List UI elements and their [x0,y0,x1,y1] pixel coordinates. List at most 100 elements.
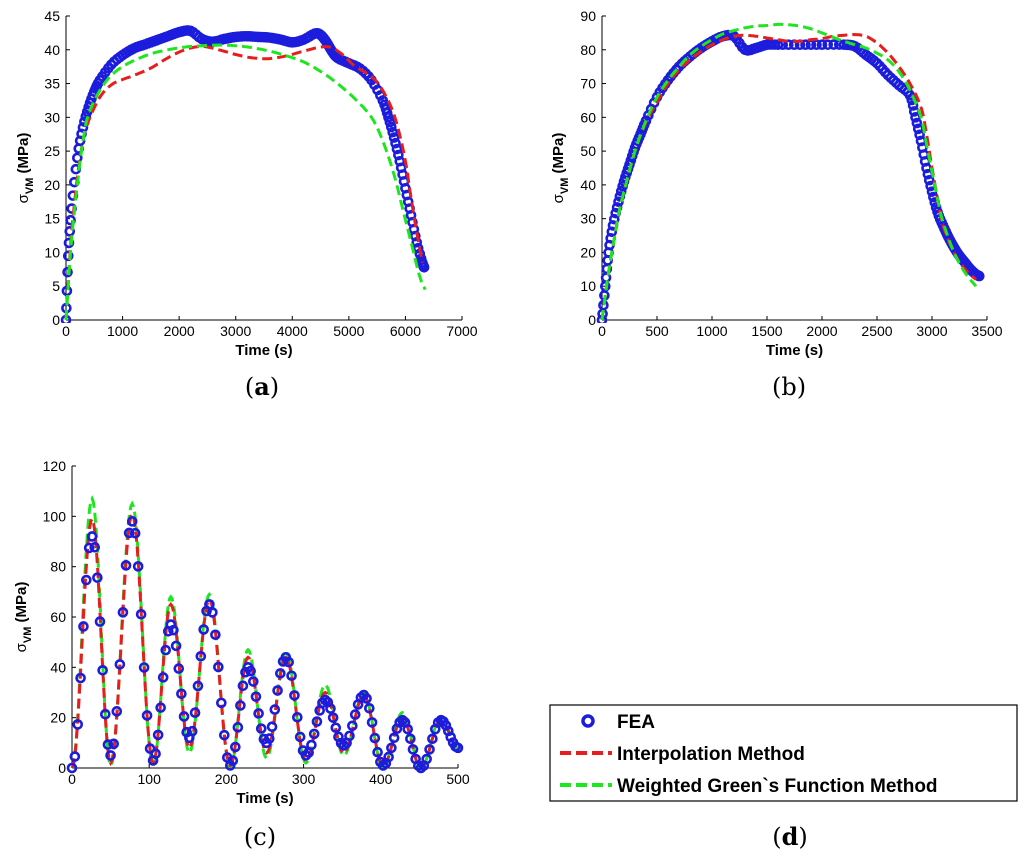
fea-point [383,751,394,763]
caption-a: (a) [245,372,279,401]
fea-point [111,706,123,717]
fea-point [386,742,397,754]
fea-point [385,121,397,133]
x-tick-label: 500 [446,771,470,787]
fea-point [72,152,83,164]
fea-point [327,712,339,723]
fea-point [83,542,95,554]
fea-point [372,746,383,758]
fea-point [366,717,378,728]
fea-point [227,755,239,766]
chart-a: 0 1000 2000 3000 4000 5000 6000 7000 0 5 10 15 20 25 3… [15,8,478,359]
series-fea [60,25,430,323]
fea-point [608,213,620,225]
fea-point [292,711,303,723]
fea-point [907,100,919,111]
x-axis-label: Time (s) [766,342,823,359]
fea-point [150,748,161,760]
fea-point [387,126,399,138]
y-tick-label: 20 [44,177,60,193]
fea-point [97,665,108,676]
series-fea [66,516,464,774]
fea-point [606,226,618,238]
fea-point [152,729,164,741]
legend-green-label: Weighted Green`s Function Method [617,776,938,797]
x-tick-label: 3000 [220,323,251,339]
fea-point [289,690,300,701]
fea-point [266,721,278,733]
fea-point [89,542,101,553]
fea-point [81,574,92,586]
fea-point [405,733,416,745]
fea-point [275,668,286,679]
fea-point [77,122,89,133]
fea-point [123,527,135,539]
fea-point [325,703,336,714]
fea-point [189,707,201,718]
y-tick-label: 100 [43,508,67,524]
fea-point [347,720,358,732]
y-tick-label: 40 [580,177,596,193]
y-tick-label: 10 [44,244,60,260]
fea-point [219,729,230,741]
fea-point [64,226,76,237]
fea-point [69,751,81,762]
y-tick-label: 20 [50,710,66,726]
series-interpolation-line [70,510,459,770]
fea-point [120,560,132,571]
fea-point [170,640,182,652]
fea-point [160,644,172,656]
x-tick-label: 0 [598,323,606,339]
fea-point [232,722,244,733]
caption-d: (d) [772,822,808,851]
fea-point [393,149,404,161]
fea-point [418,262,430,273]
legend-fea-marker [581,714,595,728]
fea-point [349,709,361,720]
y-tick-label: 0 [58,760,66,776]
fea-point [66,762,78,774]
x-tick-label: 100 [138,771,162,787]
fea-point [248,676,259,687]
y-tick-label: 15 [44,211,60,227]
fea-point [383,112,394,123]
fea-point [155,702,166,713]
y-tick-label: 30 [44,109,60,125]
fea-point [452,742,464,754]
chart-b: 0 500 1000 1500 2000 2500 3000 3500 0 10 20 30 40 50 6… [550,8,1003,359]
fea-point [427,733,438,745]
fea-point [391,143,403,155]
fea-point [384,116,396,128]
fea-point [364,702,375,714]
y-tick-label: 80 [50,559,66,575]
caption-b: (b) [772,373,806,401]
fea-point [132,561,144,572]
y-tick-label: 30 [580,211,596,227]
x-tick-label: 2500 [861,323,892,339]
fea-point [245,665,256,677]
y-tick-label: 5 [52,278,60,294]
fea-point [117,607,129,618]
y-tick-label: 70 [580,76,596,92]
fea-point [141,710,153,721]
x-tick-label: 0 [62,323,70,339]
fea-point [390,137,401,149]
x-tick-label: 2000 [806,323,837,339]
y-tick-label: 25 [44,143,60,159]
legend-fea-label: FEA [617,712,655,733]
x-tick-label: 500 [645,323,669,339]
fea-point [424,744,435,755]
fea-point [114,659,126,670]
fea-point [63,237,75,249]
y-tick-label: 40 [44,42,60,58]
x-tick-label: 300 [292,771,316,787]
fea-point [308,728,320,740]
fea-point [306,739,317,751]
fea-point [330,722,342,734]
fea-point [86,531,98,542]
fea-point [828,39,839,50]
fea-point [973,270,985,282]
fea-point [255,723,267,734]
fea-point [250,691,262,702]
